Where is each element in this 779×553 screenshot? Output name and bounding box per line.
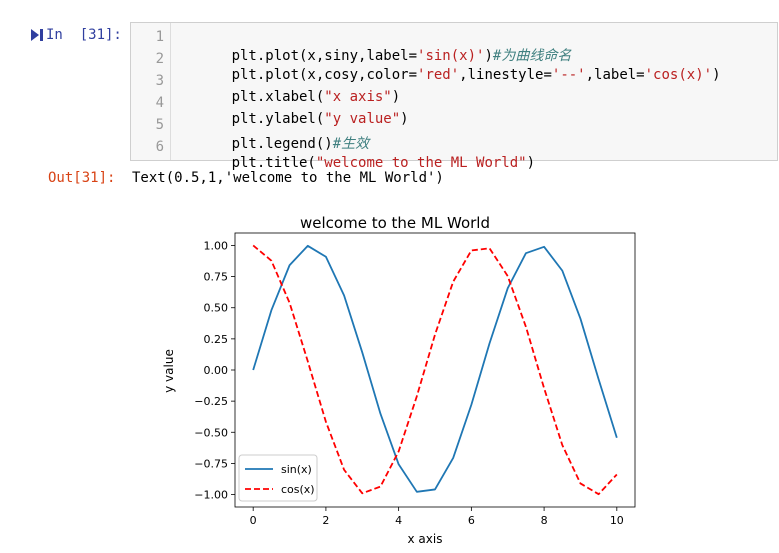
plot-area: 0 2 4 6 8 10 1.00 0.75 0.50 0.25 0.00 −0.25 −0.50 −0.… <box>194 232 636 527</box>
y-tick-label: −0.50 <box>194 426 228 439</box>
series-line-cosx <box>252 244 618 496</box>
string-token: '--' <box>551 67 586 83</box>
y-tick-label: 0.75 <box>204 271 229 284</box>
code-line-6[interactable]: plt.title("welcome to the ML World") <box>181 139 535 187</box>
code-token: plt.ylabel( <box>231 111 325 127</box>
code-line-2[interactable]: plt.plot(x,cosy,color='red',linestyle='-… <box>181 51 721 99</box>
line-number-gutter: 1 2 3 4 5 6 <box>131 23 171 160</box>
string-token: "x axis" <box>324 89 392 105</box>
string-token: 'sin(x)' <box>417 48 485 64</box>
x-tick-label: 8 <box>541 514 548 527</box>
x-tick-label: 10 <box>610 514 624 527</box>
legend-label: cos(x) <box>281 483 315 496</box>
line-number: 2 <box>155 51 164 67</box>
code-token: plt.legend() <box>231 136 333 152</box>
code-token: ) <box>712 67 721 83</box>
comment-token: #生效 <box>332 136 370 152</box>
y-tick-label: −0.75 <box>194 457 228 470</box>
x-axis-label: x axis <box>408 532 443 546</box>
string-token: 'cos(x)' <box>644 67 713 83</box>
code-token: plt.xlabel( <box>231 89 325 105</box>
series-line-sinx <box>252 244 618 493</box>
code-line-1[interactable]: plt.plot(x,siny,label='sin(x)')#为曲线命名 <box>181 29 572 81</box>
comment-token: #为曲线命名 <box>492 48 572 64</box>
code-token: plt.title( <box>231 155 316 171</box>
code-token: ) <box>526 155 536 171</box>
x-tick-label: 0 <box>250 514 257 527</box>
x-tick-label: 6 <box>468 514 475 527</box>
line-number: 4 <box>155 95 164 111</box>
code-line-3[interactable]: plt.xlabel("x axis") <box>181 73 401 121</box>
run-cell-icon[interactable] <box>30 28 44 42</box>
x-tick-label: 2 <box>322 514 329 527</box>
code-cell[interactable]: In [31]: 1 2 3 4 5 6 plt.plot(x,siny,lab… <box>0 18 779 171</box>
string-token: "welcome to the ML World" <box>315 155 527 171</box>
output-prompt: Out[31]: <box>48 170 116 186</box>
legend-label: sin(x) <box>281 463 312 476</box>
code-token: ) <box>484 48 493 64</box>
line-number: 1 <box>155 29 164 45</box>
x-tick-label: 4 <box>395 514 402 527</box>
y-tick-label: 0.50 <box>204 302 229 315</box>
code-token: plt.plot(x,siny,label= <box>231 48 418 64</box>
code-token: ,label= <box>585 67 645 83</box>
line-number: 6 <box>155 139 164 155</box>
code-line-4[interactable]: plt.ylabel("y value") <box>181 95 409 143</box>
line-number: 5 <box>155 117 164 133</box>
line-chart: welcome to the ML World 0 2 4 6 8 101.000.750… <box>150 207 660 553</box>
input-prompt: In [31]: <box>46 27 122 43</box>
y-tick-label: 1.00 <box>204 239 229 252</box>
y-tick-label: 0.00 <box>204 364 229 377</box>
code-line-5[interactable]: plt.legend()#生效 <box>181 117 370 169</box>
code-token: plt.plot(x,cosy,color= <box>231 67 418 83</box>
chart-title: welcome to the ML World <box>300 214 490 232</box>
y-tick-label: −0.25 <box>194 395 228 408</box>
code-token: ) <box>391 89 401 105</box>
line-number: 3 <box>155 73 164 89</box>
y-tick-label: 0.25 <box>204 333 229 346</box>
string-token: 'red' <box>417 67 460 83</box>
y-tick-label: −1.00 <box>194 489 228 502</box>
code-editor[interactable]: 1 2 3 4 5 6 plt.plot(x,siny,label='sin(x… <box>130 22 778 171</box>
string-token: "y value" <box>324 111 401 127</box>
code-token: ) <box>400 111 409 127</box>
y-axis-label: y value <box>162 349 176 393</box>
output-text: Text(0.5,1,'welcome to the ML World') <box>132 170 444 186</box>
code-token: ,linestyle= <box>459 67 552 83</box>
